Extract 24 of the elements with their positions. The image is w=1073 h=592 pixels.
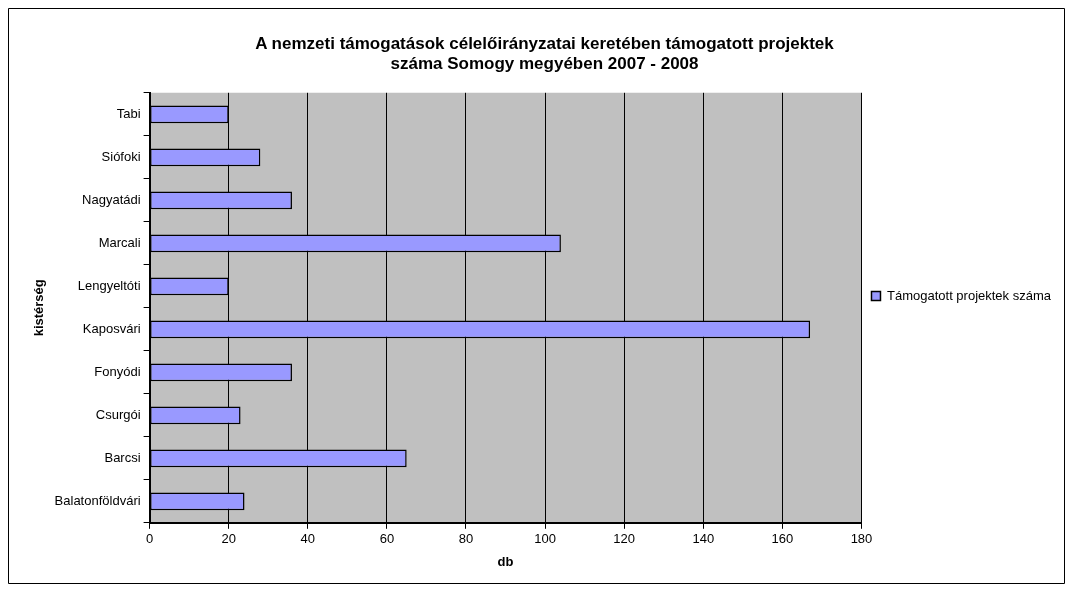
x-tick-label: 80 [458, 531, 474, 547]
x-tick-label: 0 [145, 531, 154, 547]
y-tick-label: Lengyeltóti [77, 277, 141, 293]
x-axis-title: db [497, 553, 514, 569]
x-tick-label: 120 [613, 531, 636, 547]
x-tick-label: 20 [221, 531, 236, 547]
y-tick-label: Balatonföldvári [54, 492, 141, 508]
x-tick-label: 180 [850, 531, 873, 547]
x-tick-label: 140 [692, 531, 715, 547]
y-tick-label: Csurgói [95, 406, 141, 422]
chart-title: A nemzeti támogatások célelőirányzatai keretében támogatott projektek száma Somogy megyében 2007 - 2008 [255, 33, 835, 74]
y-tick-label: Siófoki [101, 148, 141, 164]
x-tick-label: 60 [379, 531, 395, 547]
y-tick-label: Tabi [116, 105, 141, 121]
y-tick-label: Marcali [98, 234, 141, 250]
x-tick-label: 100 [534, 531, 556, 547]
y-tick-label: Fonyódi [94, 363, 141, 379]
y-tick-label: Barcsi [104, 449, 141, 465]
x-tick-label: 40 [300, 531, 316, 547]
y-tick-label: Kaposvári [82, 320, 141, 336]
x-tick-label: 160 [771, 531, 794, 547]
y-axis-title: kistérség [31, 279, 47, 337]
y-tick-label: Nagyatádi [82, 191, 141, 207]
legend-label: Támogatott projektek száma [886, 287, 1052, 303]
